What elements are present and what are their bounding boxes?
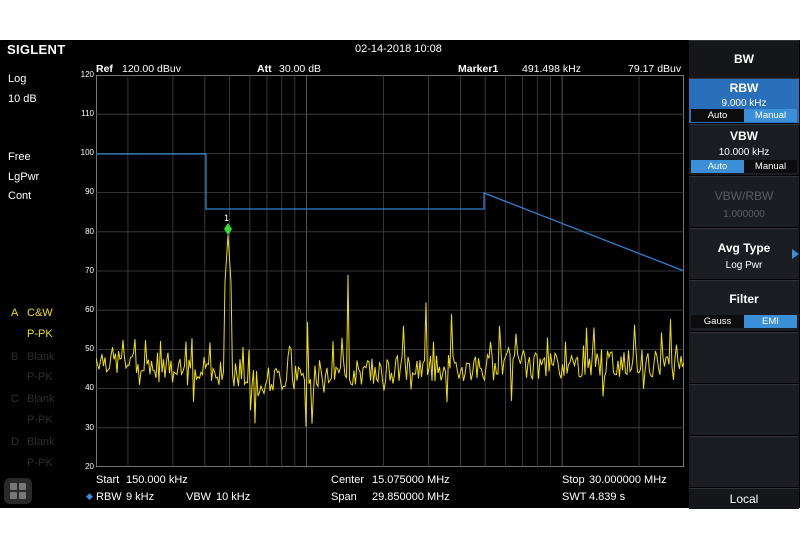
att-label: Att [257,63,272,75]
scale-type: Log [8,73,27,85]
spectrum-plot[interactable]: 1 [96,75,684,467]
rbw-setting: 9.000 kHz [721,98,767,109]
vbw-rbw-softkey[interactable]: VBW/RBW 1.000000 [689,176,799,227]
filter-toggle[interactable]: Gauss EMI [691,315,797,328]
softkey-panel: BW RBW 9.000 kHz Auto Manual VBW 10.000 … [688,40,800,509]
filter-title: Filter [729,292,759,306]
trace-d-letter[interactable]: D [11,436,19,448]
empty-softkey[interactable] [689,332,799,383]
start-label: Start [96,474,120,486]
avg-type-value: Log Pwr [725,260,763,271]
att-value[interactable]: 30.00 dB [279,63,322,75]
rbw-value: 9 kHz [126,491,155,503]
vbw-mode-toggle[interactable]: Auto Manual [691,160,797,173]
trace-mode: Free [8,151,31,163]
marker-level: 79.17 dBuv [628,63,682,75]
local-button[interactable]: Local [689,488,799,509]
trace-d-detector: P-PK [27,457,53,469]
ref-label: Ref [96,63,113,75]
avg-type-softkey[interactable]: Avg Type Log Pwr [689,228,799,279]
empty-softkey[interactable] [689,384,799,435]
y-tick: 60 [85,305,94,314]
filter-gauss-option[interactable]: Gauss [691,315,744,328]
trace-a-line [96,234,684,427]
trace-a-detector: P-PK [27,328,53,340]
stop-frequency[interactable]: 30.000000 MHz [589,474,667,486]
rbw-title: RBW [729,81,759,95]
submenu-arrow-icon [792,249,799,259]
rbw-softkey[interactable]: RBW 9.000 kHz Auto Manual [689,78,799,123]
trace-c-letter[interactable]: C [11,393,19,405]
rbw-diamond-icon: ◆ [86,491,93,501]
menu-title: BW [734,52,754,66]
swt-label: SWT [562,491,587,503]
stop-label: Stop [562,474,585,486]
filter-softkey[interactable]: Filter Gauss EMI [689,280,799,331]
ref-level[interactable]: 120.00 dBuv [122,63,181,75]
rbw-mode-toggle[interactable]: Auto Manual [691,109,797,122]
vbw-softkey[interactable]: VBW 10.000 kHz Auto Manual [689,124,799,175]
y-tick: 90 [85,187,94,196]
y-tick: 30 [85,423,94,432]
trace-d-mode[interactable]: Blank [27,436,55,448]
center-frequency[interactable]: 15.075000 MHz [372,474,450,486]
trace-b-detector: P-PK [27,371,53,383]
y-tick: 50 [85,344,94,353]
center-label: Center [331,474,365,486]
rbw-manual-option[interactable]: Manual [744,109,797,122]
vbw-label: VBW [186,491,212,503]
trace-a-mode[interactable]: C&W [27,307,53,319]
detector-mode: LgPwr [8,171,40,183]
marker-label: Marker1 [458,63,499,75]
vbw-setting: 10.000 kHz [718,147,770,158]
scale-div: 10 dB [8,93,37,105]
sweep-mode: Cont [8,190,32,202]
trace-c-mode[interactable]: Blank [27,393,55,405]
vbw-rbw-value: 1.000000 [723,209,765,220]
trace-b-mode[interactable]: Blank [27,351,55,363]
span-value[interactable]: 29.850000 MHz [372,491,450,503]
brand-logo: SIGLENT [7,42,66,57]
y-tick: 100 [80,148,94,157]
marker-1-label: 1 [224,213,229,223]
trace-b-letter[interactable]: B [11,351,19,363]
trace-c-detector: P-PK [27,414,53,426]
rbw-auto-option[interactable]: Auto [691,109,744,122]
start-frequency[interactable]: 150.000 kHz [126,474,188,486]
avg-type-title: Avg Type [717,241,771,255]
swt-value: 4.839 s [589,491,626,503]
vbw-value: 10 kHz [216,491,251,503]
y-tick: 20 [85,462,94,471]
datetime: 02-14-2018 10:08 [355,43,442,55]
marker-1-diamond [224,223,232,235]
trace-a-letter[interactable]: A [11,307,19,319]
filter-emi-option[interactable]: EMI [744,315,797,328]
y-tick: 120 [80,70,94,79]
vbw-auto-option[interactable]: Auto [691,160,744,173]
vbw-rbw-title: VBW/RBW [714,189,774,203]
home-menu-icon[interactable] [4,478,32,504]
bw-menu-title: BW [689,40,799,78]
span-label: Span [331,491,357,503]
limit-line [96,153,684,272]
vbw-manual-option[interactable]: Manual [744,160,797,173]
y-tick: 110 [81,109,94,118]
analyzer-screen: SIGLENT 02-14-2018 10:08 Log 10 dB Free … [0,40,800,509]
marker-frequency: 491.498 kHz [522,63,581,75]
local-label: Local [729,492,759,506]
empty-softkey[interactable] [689,436,799,487]
vbw-title: VBW [730,129,758,143]
y-tick: 70 [85,266,94,275]
rbw-label: RBW [96,491,122,503]
y-tick: 80 [85,227,94,236]
y-tick: 40 [85,383,94,392]
